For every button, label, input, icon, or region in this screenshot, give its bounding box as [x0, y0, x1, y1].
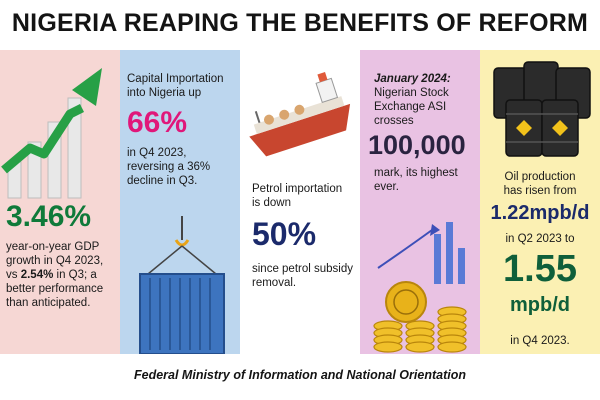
capital-text-2: into Nigeria up: [127, 87, 202, 99]
gdp-value: 3.46%: [6, 200, 92, 233]
panel-gdp: 3.46% year-on-year GDP growth in Q4 2023…: [0, 50, 120, 354]
stock-value: 100,000: [368, 130, 466, 160]
oil-value-to-unit: mpb/d: [510, 294, 570, 316]
capital-text-5: decline in Q3.: [127, 175, 198, 187]
footer-credit: Federal Ministry of Information and Nati…: [134, 368, 466, 382]
capital-text-4: reversing a 36%: [127, 161, 211, 173]
panel-oil: Oil production has risen from 1.22mpb/d …: [480, 50, 600, 354]
gdp-text-2: growth in Q4 2023,: [6, 255, 104, 267]
panel-petrol: Petrol importation is down 50% since pet…: [240, 50, 360, 354]
stock-text-4: mark, its highest: [374, 167, 458, 179]
infographic-title: NIGERIA REAPING THE BENEFITS OF REFORM: [11, 9, 589, 37]
capital-text-3: in Q4 2023,: [127, 147, 187, 159]
petrol-text-1: Petrol importation: [252, 183, 343, 195]
oil-barrels-icon: [493, 61, 591, 157]
gdp-text-4: better performance: [6, 283, 104, 295]
oil-text-1: Oil production: [504, 171, 576, 183]
oil-text-3: in Q2 2023 to: [505, 233, 575, 245]
panel-stock: January 2024: Nigerian Stock Exchange AS…: [360, 50, 480, 354]
stock-text-2: Exchange ASI: [374, 101, 447, 113]
oil-value-to: 1.55: [503, 248, 577, 290]
oil-tanker-ship-icon: [249, 72, 351, 157]
stock-date: January 2024:: [374, 73, 451, 85]
stock-text-5: ever.: [374, 181, 399, 193]
petrol-text-3: since petrol subsidy: [252, 263, 353, 275]
gdp-text-3: vs 2.54% in Q3; a: [6, 269, 97, 281]
petrol-value: 50%: [252, 216, 317, 252]
oil-text-4: in Q4 2023.: [510, 335, 570, 347]
gdp-text-5: than anticipated.: [6, 297, 91, 309]
petrol-text-4: removal.: [252, 277, 297, 289]
capital-text-1: Capital Importation: [127, 73, 224, 85]
stock-text-1: Nigerian Stock: [374, 87, 449, 99]
gdp-text-1: year-on-year GDP: [6, 241, 100, 253]
panel-capital: Capital Importation into Nigeria up 66% …: [120, 50, 240, 354]
petrol-text-2: is down: [252, 197, 291, 209]
stock-text-3: crosses: [374, 115, 414, 127]
coins-growth-icon: [373, 222, 467, 353]
shipping-container-icon: [139, 216, 225, 354]
capital-value: 66%: [127, 106, 188, 139]
rising-bar-chart-icon: [1, 68, 102, 199]
oil-value-from: 1.22mpb/d: [490, 202, 590, 224]
oil-text-2: has risen from: [503, 185, 577, 197]
